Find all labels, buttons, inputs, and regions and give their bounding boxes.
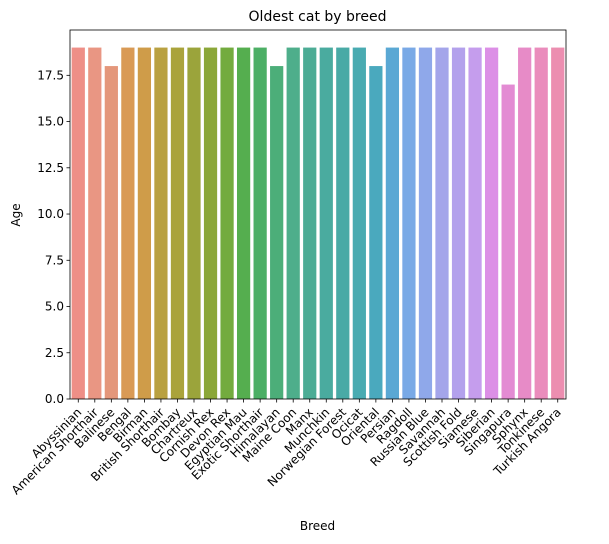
bar bbox=[170, 47, 185, 399]
bar bbox=[319, 47, 333, 399]
bar bbox=[336, 47, 350, 399]
x-axis-label: Breed bbox=[300, 519, 335, 533]
bar bbox=[468, 47, 482, 399]
y-tick-label: 10.0 bbox=[37, 207, 64, 221]
bar bbox=[303, 47, 317, 399]
bar bbox=[286, 47, 300, 399]
bars-group bbox=[71, 47, 565, 400]
y-axis: 0.0 2.5 5.0 7.5 10.0 12.5 15.0 17.5 bbox=[37, 68, 70, 406]
bar bbox=[501, 84, 515, 400]
y-tick-label: 0.0 bbox=[45, 392, 64, 406]
bar bbox=[402, 47, 416, 399]
bar bbox=[104, 66, 118, 399]
bar bbox=[220, 47, 234, 399]
y-tick-label: 15.0 bbox=[37, 115, 64, 129]
x-tick-label: American Shorthair bbox=[9, 405, 101, 497]
bar bbox=[551, 47, 565, 399]
bar bbox=[203, 47, 218, 399]
bar bbox=[484, 47, 499, 399]
bar bbox=[137, 47, 152, 399]
chart-title: Oldest cat by breed bbox=[249, 9, 387, 25]
y-tick-label: 7.5 bbox=[45, 253, 64, 267]
bar bbox=[518, 47, 532, 399]
bar bbox=[385, 47, 400, 399]
bar bbox=[236, 47, 251, 399]
bar bbox=[369, 66, 383, 399]
bar bbox=[451, 47, 466, 399]
bar bbox=[534, 47, 548, 399]
bar bbox=[121, 47, 135, 399]
y-tick-label: 12.5 bbox=[37, 161, 64, 175]
y-tick-label: 5.0 bbox=[45, 300, 64, 314]
bar bbox=[187, 47, 201, 399]
bar bbox=[253, 47, 267, 399]
bar bbox=[88, 47, 102, 399]
y-tick-label: 17.5 bbox=[37, 68, 64, 82]
plot-frame bbox=[69, 29, 567, 400]
bar bbox=[270, 66, 284, 399]
bar bbox=[154, 47, 168, 399]
bar bbox=[71, 47, 85, 399]
bar bbox=[435, 47, 449, 399]
bar bbox=[418, 47, 433, 399]
y-tick-label: 2.5 bbox=[45, 346, 64, 360]
y-axis-label: Age bbox=[9, 203, 23, 226]
bar bbox=[352, 47, 366, 399]
